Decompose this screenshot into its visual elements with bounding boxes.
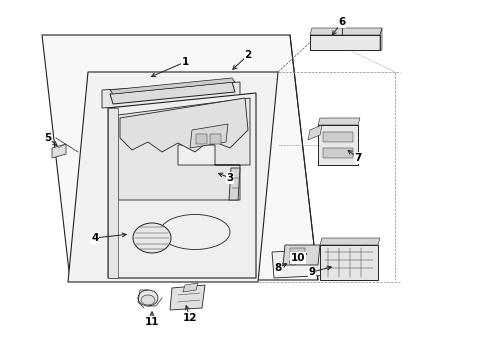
Text: 12: 12 (183, 313, 197, 323)
Polygon shape (320, 238, 380, 245)
Polygon shape (183, 283, 198, 292)
Polygon shape (52, 144, 66, 158)
Text: 2: 2 (245, 50, 252, 60)
Ellipse shape (138, 290, 158, 306)
Text: 6: 6 (339, 17, 345, 27)
Ellipse shape (160, 215, 230, 249)
Ellipse shape (141, 295, 155, 305)
Polygon shape (170, 285, 205, 310)
Polygon shape (229, 168, 240, 200)
Polygon shape (380, 28, 382, 50)
Polygon shape (308, 125, 322, 140)
Ellipse shape (290, 259, 296, 265)
Polygon shape (102, 82, 240, 108)
Polygon shape (318, 125, 358, 165)
Text: 10: 10 (291, 253, 305, 263)
Text: 1: 1 (181, 57, 189, 67)
Polygon shape (196, 134, 207, 144)
Polygon shape (68, 72, 278, 282)
Text: 5: 5 (45, 133, 51, 143)
Polygon shape (42, 35, 318, 280)
Text: 8: 8 (274, 263, 282, 273)
Text: 4: 4 (91, 233, 98, 243)
Polygon shape (110, 78, 235, 94)
Text: 3: 3 (226, 173, 234, 183)
Ellipse shape (133, 223, 171, 253)
Polygon shape (323, 132, 353, 142)
Polygon shape (210, 134, 221, 144)
Text: 7: 7 (354, 153, 362, 163)
Polygon shape (323, 148, 353, 158)
Text: 9: 9 (308, 267, 316, 277)
Polygon shape (310, 28, 382, 35)
Polygon shape (108, 93, 256, 278)
Polygon shape (310, 35, 380, 50)
Polygon shape (190, 124, 228, 148)
Polygon shape (320, 245, 378, 280)
Polygon shape (120, 98, 248, 152)
Text: 11: 11 (145, 317, 159, 327)
Polygon shape (110, 82, 235, 104)
Polygon shape (118, 98, 250, 200)
Polygon shape (318, 118, 360, 125)
Polygon shape (272, 248, 352, 278)
Polygon shape (108, 108, 118, 278)
Polygon shape (283, 245, 320, 265)
Polygon shape (290, 248, 305, 258)
